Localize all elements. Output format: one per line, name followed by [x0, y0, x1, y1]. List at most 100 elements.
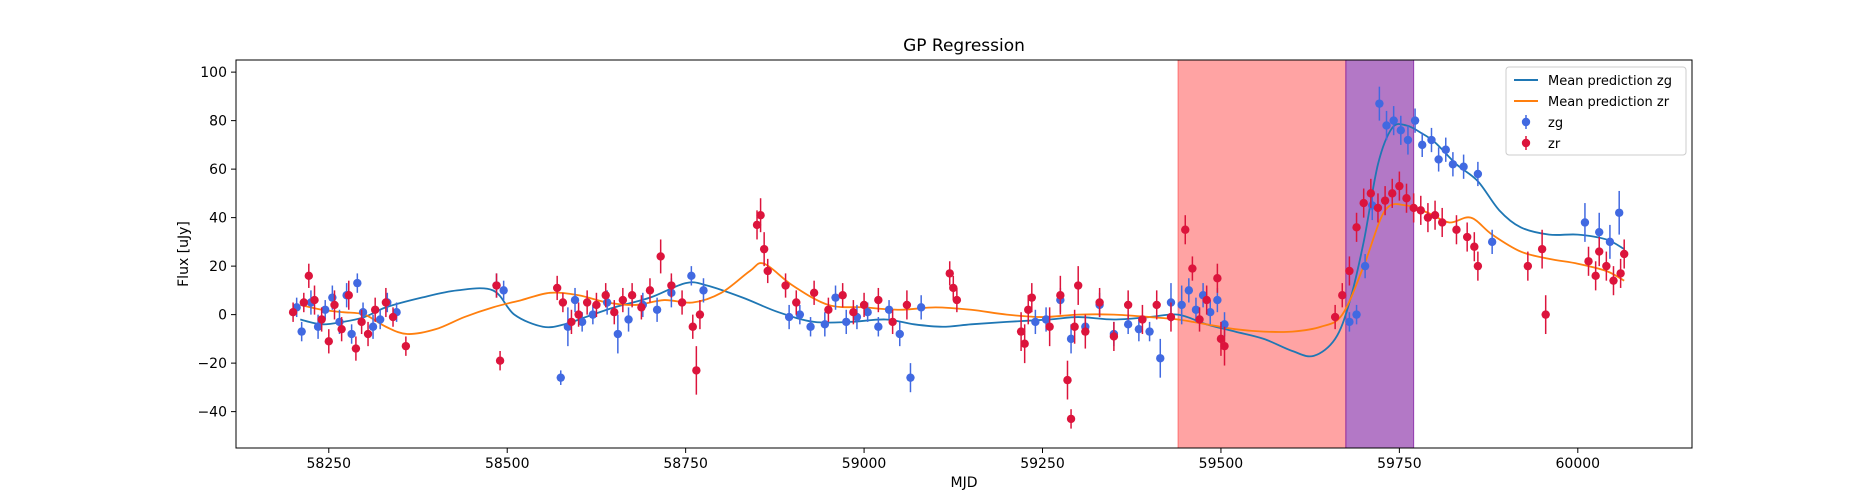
legend-label: Mean prediction zg: [1548, 74, 1672, 89]
zg-point: [335, 317, 344, 327]
zr-point: [401, 341, 411, 351]
y-tick-label: −20: [197, 356, 227, 372]
zg-point: [1487, 237, 1497, 247]
x-tick-label: 60000: [1556, 456, 1601, 472]
zg-point: [624, 315, 633, 324]
zr-point: [759, 244, 769, 254]
zr-point: [695, 310, 705, 319]
zr-point: [601, 291, 610, 300]
zr-point: [1366, 189, 1376, 198]
zr-point: [1602, 261, 1611, 271]
zg-point: [1156, 354, 1165, 363]
zg-point: [347, 329, 356, 339]
zg-point: [1220, 320, 1229, 329]
zr-point: [288, 308, 298, 317]
zr-point: [667, 281, 676, 290]
zg-point: [884, 305, 894, 314]
zg-point: [1418, 140, 1427, 150]
zr-point: [1345, 266, 1354, 276]
zg-point: [328, 293, 337, 302]
zr-point: [299, 298, 309, 307]
y-tick-label: 40: [209, 211, 227, 227]
zg-point: [1066, 334, 1076, 344]
zr-point: [1423, 213, 1433, 222]
zg-point: [1410, 116, 1420, 125]
zr-point: [1359, 198, 1368, 208]
zr-point: [351, 344, 361, 353]
zg-point: [784, 312, 794, 322]
zg-point: [842, 317, 851, 327]
zg-point: [1615, 208, 1624, 217]
zr-point: [637, 303, 646, 312]
zr-point: [317, 315, 326, 324]
zr-point: [1123, 300, 1133, 310]
zr-point: [1473, 261, 1483, 271]
legend-label: Mean prediction zr: [1548, 95, 1670, 110]
zr-point: [677, 298, 687, 307]
legend: Mean prediction zg Mean prediction zr zg zr: [1505, 66, 1687, 156]
zg-point: [1580, 218, 1590, 227]
zr-point: [1380, 196, 1390, 205]
zr-point: [1541, 310, 1550, 319]
zg-point: [1459, 162, 1468, 171]
zr-point: [1402, 194, 1411, 203]
zg-point: [1473, 169, 1483, 179]
zr-point: [1616, 269, 1625, 278]
plot-content: [288, 60, 1629, 448]
zr-point: [324, 337, 333, 346]
zg-point: [1134, 324, 1144, 334]
zr-point: [1619, 249, 1629, 259]
x-tick-label: 58750: [663, 456, 708, 472]
zg-point: [1352, 310, 1361, 319]
y-tick-label: 0: [218, 308, 227, 324]
zr-point: [552, 283, 562, 293]
zg-point: [375, 315, 385, 324]
zr-point: [1195, 315, 1204, 324]
zr-point: [756, 211, 765, 220]
zr-point: [574, 310, 583, 319]
zr-point: [344, 291, 353, 300]
zg-point: [906, 373, 915, 382]
zg-point: [368, 322, 378, 331]
zr-point: [592, 300, 601, 310]
zg-point: [1605, 237, 1615, 247]
zr-point: [370, 305, 380, 314]
zr-point: [1202, 295, 1211, 305]
zg-point: [353, 278, 362, 288]
zg-point: [820, 320, 830, 329]
zg-point: [1427, 135, 1436, 145]
zg-point: [1206, 308, 1215, 317]
x-tick-label: 59250: [1020, 456, 1065, 472]
zr-point: [381, 298, 391, 307]
zr-point: [627, 291, 637, 300]
zr-point: [645, 286, 655, 295]
zr-point: [1213, 274, 1222, 283]
red-span: [1177, 60, 1347, 448]
zr-point: [1609, 276, 1618, 285]
zr-point: [1437, 218, 1447, 227]
zr-point: [902, 300, 912, 310]
zr-point: [1066, 414, 1076, 424]
x-tick-label: 59750: [1377, 456, 1422, 472]
zr-point: [1181, 225, 1190, 234]
y-tick-label: 80: [209, 114, 227, 130]
zr-point: [838, 291, 847, 300]
zr-point: [610, 308, 619, 317]
y-tick-label: 100: [200, 65, 227, 81]
zg-point: [795, 310, 805, 319]
zr-point: [1388, 189, 1397, 198]
zr-point: [1138, 315, 1147, 324]
zr-point: [1020, 339, 1029, 348]
zg-point: [916, 303, 926, 312]
zr-point: [1024, 305, 1033, 314]
zg-point: [1345, 317, 1354, 327]
zg-point: [588, 310, 598, 319]
zr-point: [824, 305, 833, 314]
zr-point: [1070, 322, 1079, 331]
zr-point: [495, 356, 505, 365]
zr-point: [492, 281, 501, 290]
zr-point: [1109, 332, 1119, 341]
zr-point: [1338, 291, 1347, 300]
zr-point: [1430, 211, 1440, 220]
zr-point: [558, 298, 568, 307]
